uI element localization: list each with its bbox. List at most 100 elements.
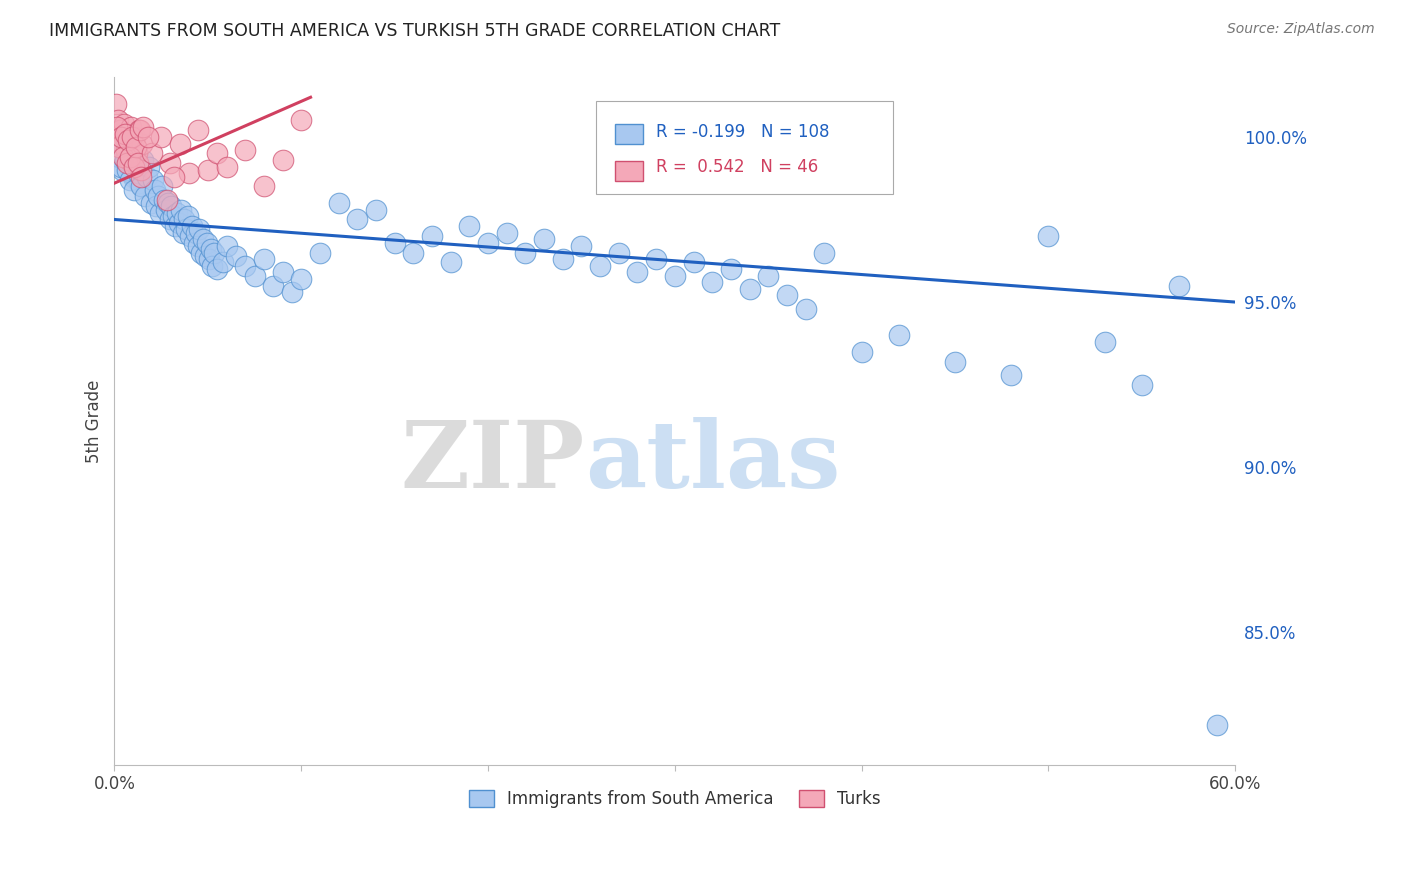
Bar	[616, 161, 644, 180]
Point	[225, 249, 247, 263]
Point	[1168, 278, 1191, 293]
Point	[187, 123, 209, 137]
Point	[205, 262, 228, 277]
Point	[131, 179, 153, 194]
Point	[138, 160, 160, 174]
Point	[136, 169, 159, 184]
Point	[156, 193, 179, 207]
Point	[128, 123, 150, 137]
Point	[127, 156, 149, 170]
Point	[165, 219, 187, 233]
Point	[166, 206, 188, 220]
Point	[1038, 229, 1060, 244]
Point	[131, 169, 153, 184]
Point	[170, 202, 193, 217]
Point	[121, 129, 143, 144]
Point	[132, 120, 155, 134]
Point	[111, 163, 134, 178]
Point	[533, 232, 555, 246]
Point	[271, 153, 294, 167]
Point	[122, 183, 145, 197]
Point	[115, 156, 138, 170]
Point	[114, 153, 136, 167]
Point	[122, 169, 145, 184]
Point	[125, 146, 148, 161]
Point	[120, 150, 142, 164]
Point	[105, 96, 128, 111]
Point	[201, 259, 224, 273]
Point	[813, 245, 835, 260]
Point	[607, 245, 630, 260]
Point	[702, 275, 724, 289]
Point	[167, 216, 190, 230]
Point	[169, 136, 191, 151]
Text: Source: ZipAtlas.com: Source: ZipAtlas.com	[1227, 22, 1375, 37]
Point	[105, 120, 128, 134]
Point	[131, 136, 153, 151]
Text: R =  0.542   N = 46: R = 0.542 N = 46	[655, 158, 818, 176]
Point	[124, 129, 146, 144]
Point	[233, 143, 256, 157]
Point	[117, 140, 139, 154]
Point	[141, 146, 163, 161]
Point	[271, 265, 294, 279]
Point	[402, 245, 425, 260]
Point	[129, 163, 152, 178]
Point	[139, 196, 162, 211]
Point	[114, 153, 136, 167]
Point	[571, 239, 593, 253]
Point	[215, 160, 238, 174]
Point	[117, 136, 139, 151]
Point	[134, 189, 156, 203]
Point	[107, 113, 129, 128]
Point	[162, 209, 184, 223]
Point	[128, 163, 150, 178]
Point	[107, 146, 129, 161]
Point	[115, 163, 138, 178]
Point	[851, 344, 873, 359]
Point	[108, 123, 131, 137]
Point	[125, 156, 148, 170]
Point	[173, 212, 195, 227]
Point	[120, 173, 142, 187]
Point	[122, 140, 145, 154]
Point	[1130, 377, 1153, 392]
Point	[143, 183, 166, 197]
Point	[262, 278, 284, 293]
Point	[128, 176, 150, 190]
Point	[111, 150, 134, 164]
Point	[117, 127, 139, 141]
Point	[125, 146, 148, 161]
Point	[253, 179, 276, 194]
Point	[111, 143, 134, 157]
Text: ZIP: ZIP	[401, 417, 585, 508]
Point	[458, 219, 481, 233]
Point	[202, 245, 225, 260]
Point	[420, 229, 443, 244]
Point	[110, 129, 132, 144]
Point	[128, 123, 150, 137]
Point	[124, 156, 146, 170]
Text: R = -0.199   N = 108: R = -0.199 N = 108	[655, 122, 830, 141]
Point	[177, 209, 200, 223]
Point	[181, 219, 204, 233]
Point	[108, 140, 131, 154]
Point	[145, 199, 167, 213]
Y-axis label: 5th Grade: 5th Grade	[86, 379, 103, 463]
Point	[290, 113, 312, 128]
Point	[110, 160, 132, 174]
Point	[155, 202, 177, 217]
Point	[309, 245, 332, 260]
Point	[179, 229, 201, 244]
Point	[794, 301, 817, 316]
Point	[720, 262, 742, 277]
Point	[127, 166, 149, 180]
Point	[211, 255, 233, 269]
Point	[187, 239, 209, 253]
Point	[384, 235, 406, 250]
Point	[163, 169, 186, 184]
Point	[887, 328, 910, 343]
Point	[515, 245, 537, 260]
Point	[664, 268, 686, 283]
Point	[132, 153, 155, 167]
